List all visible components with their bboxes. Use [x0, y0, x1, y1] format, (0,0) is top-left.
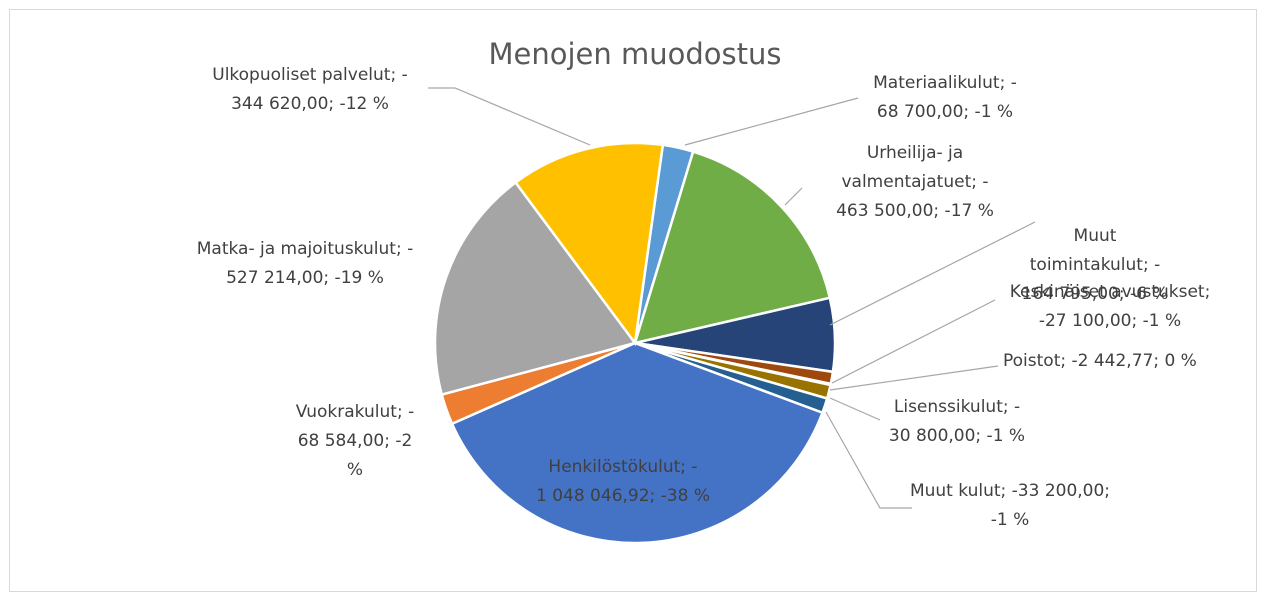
data-label: Ulkopuoliset palvelut; -344 620,00; -12 … — [212, 65, 407, 114]
leader-line — [829, 397, 881, 421]
data-label: Urheilija- ja valmentajatuet; -463 500,00… — [836, 143, 994, 221]
leader-line — [829, 365, 999, 391]
leader-line — [428, 87, 591, 146]
pie-slice — [513, 141, 665, 347]
data-label: Vuokrakulut; -68 584,00; -2% — [296, 402, 414, 480]
leader-line — [684, 97, 859, 146]
leader-line — [784, 187, 803, 206]
data-label: Materiaalikulut; -68 700,00; -1 % — [873, 73, 1017, 122]
leader-line — [829, 221, 1036, 326]
data-label: Matka- ja majoituskulut; -527 214,00; -1… — [197, 239, 413, 288]
pie-slice — [433, 180, 638, 397]
pie-slice — [633, 150, 832, 345]
pie-slice — [450, 341, 825, 545]
leader-line — [825, 411, 912, 509]
chart-title: Menojen muodostus — [489, 37, 782, 71]
data-label: Muut toimintakulut; -164 795,00; -6 % — [1022, 226, 1169, 304]
data-label: Poistot; -2 442,77; 0 % — [1003, 351, 1197, 371]
data-label: Keskinäiset avustukset; -27 100,00; -1 % — [1010, 282, 1211, 331]
data-label: Muut kulut; -33 200,00; -1 % — [910, 481, 1110, 530]
data-label: Henkilöstökulut; -1 048 046,92; -38 % — [536, 457, 710, 506]
leader-line — [831, 299, 996, 384]
data-label: Lisenssikulut; -30 800,00; -1 % — [889, 397, 1025, 446]
